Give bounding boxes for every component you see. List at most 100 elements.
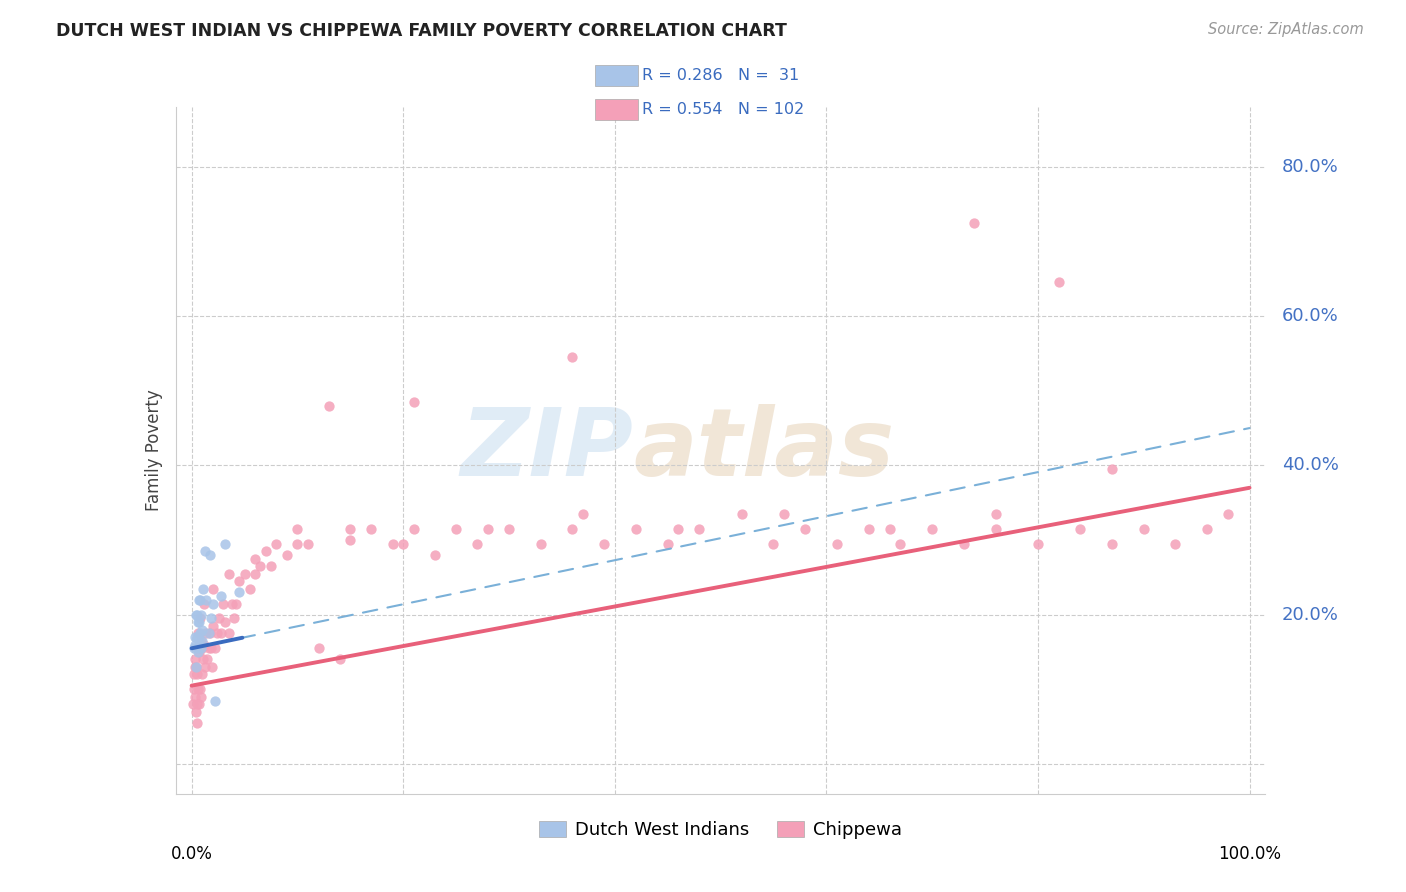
- Point: [191, 633, 214, 648]
- Point: [191, 623, 214, 637]
- Legend: Dutch West Indians, Chippewa: Dutch West Indians, Chippewa: [531, 814, 910, 847]
- Point: [572, 507, 595, 521]
- Point: [195, 626, 218, 640]
- Point: [205, 626, 228, 640]
- Point: [423, 548, 446, 562]
- Text: 0.0%: 0.0%: [170, 846, 212, 863]
- Text: 100.0%: 100.0%: [1218, 846, 1281, 863]
- Point: [561, 350, 583, 364]
- Point: [624, 522, 647, 536]
- Point: [212, 597, 235, 611]
- Point: [657, 537, 679, 551]
- Point: [188, 626, 211, 640]
- Point: [530, 537, 553, 551]
- Point: [249, 559, 271, 574]
- Y-axis label: Family Poverty: Family Poverty: [145, 390, 163, 511]
- Point: [201, 660, 224, 674]
- Point: [184, 660, 207, 674]
- Point: [963, 216, 986, 230]
- Point: [264, 537, 287, 551]
- Point: [1069, 522, 1091, 536]
- Point: [188, 645, 211, 659]
- Point: [339, 522, 361, 536]
- Point: [186, 641, 208, 656]
- Point: [465, 537, 488, 551]
- Point: [498, 522, 520, 536]
- Point: [666, 522, 689, 536]
- Point: [329, 652, 352, 666]
- Point: [593, 537, 616, 551]
- Point: [308, 641, 330, 656]
- Bar: [595, 65, 638, 87]
- Point: [184, 638, 207, 652]
- Point: [193, 597, 215, 611]
- Point: [184, 660, 207, 674]
- Point: [186, 667, 208, 681]
- Point: [858, 522, 880, 536]
- Point: [186, 630, 208, 644]
- Point: [183, 667, 205, 681]
- Text: 60.0%: 60.0%: [1282, 307, 1339, 325]
- Point: [381, 537, 404, 551]
- Point: [360, 522, 382, 536]
- Point: [444, 522, 467, 536]
- Point: [188, 592, 211, 607]
- Point: [187, 682, 209, 697]
- Bar: [595, 99, 638, 120]
- Point: [201, 582, 224, 596]
- Point: [188, 611, 211, 625]
- Point: [794, 522, 817, 536]
- Point: [193, 582, 215, 596]
- Point: [297, 537, 319, 551]
- Point: [187, 641, 209, 656]
- Text: 20.0%: 20.0%: [1282, 606, 1339, 624]
- Point: [187, 630, 209, 644]
- Point: [188, 615, 211, 630]
- Point: [197, 626, 219, 640]
- Point: [228, 585, 250, 599]
- Point: [1101, 537, 1123, 551]
- Point: [188, 698, 211, 712]
- Point: [184, 607, 207, 622]
- Point: [186, 607, 208, 622]
- Text: DUTCH WEST INDIAN VS CHIPPEWA FAMILY POVERTY CORRELATION CHART: DUTCH WEST INDIAN VS CHIPPEWA FAMILY POV…: [56, 22, 787, 40]
- Point: [1026, 537, 1049, 551]
- Text: ZIP: ZIP: [461, 404, 633, 497]
- Point: [190, 607, 212, 622]
- Point: [193, 652, 215, 666]
- Point: [243, 551, 266, 566]
- Point: [233, 566, 256, 581]
- Point: [191, 667, 214, 681]
- Point: [402, 395, 425, 409]
- Text: R = 0.286   N =  31: R = 0.286 N = 31: [643, 68, 799, 83]
- Point: [186, 698, 208, 712]
- Text: 80.0%: 80.0%: [1282, 158, 1339, 176]
- Point: [181, 698, 204, 712]
- Point: [187, 626, 209, 640]
- Point: [731, 507, 754, 521]
- Point: [204, 693, 226, 707]
- Point: [688, 522, 710, 536]
- Point: [1197, 522, 1219, 536]
- Point: [762, 537, 785, 551]
- Point: [287, 522, 309, 536]
- Point: [218, 566, 240, 581]
- Point: [209, 589, 232, 603]
- Point: [198, 548, 221, 562]
- Point: [188, 682, 211, 697]
- Point: [477, 522, 499, 536]
- Point: [239, 582, 262, 596]
- Point: [1164, 537, 1187, 551]
- Text: Source: ZipAtlas.com: Source: ZipAtlas.com: [1208, 22, 1364, 37]
- Point: [318, 399, 340, 413]
- Point: [218, 626, 240, 640]
- Point: [184, 660, 207, 674]
- Text: atlas: atlas: [633, 404, 894, 497]
- Point: [1218, 507, 1240, 521]
- Point: [221, 597, 243, 611]
- Point: [825, 537, 848, 551]
- Point: [184, 652, 207, 666]
- Point: [214, 537, 236, 551]
- Point: [204, 641, 226, 656]
- Point: [184, 630, 207, 644]
